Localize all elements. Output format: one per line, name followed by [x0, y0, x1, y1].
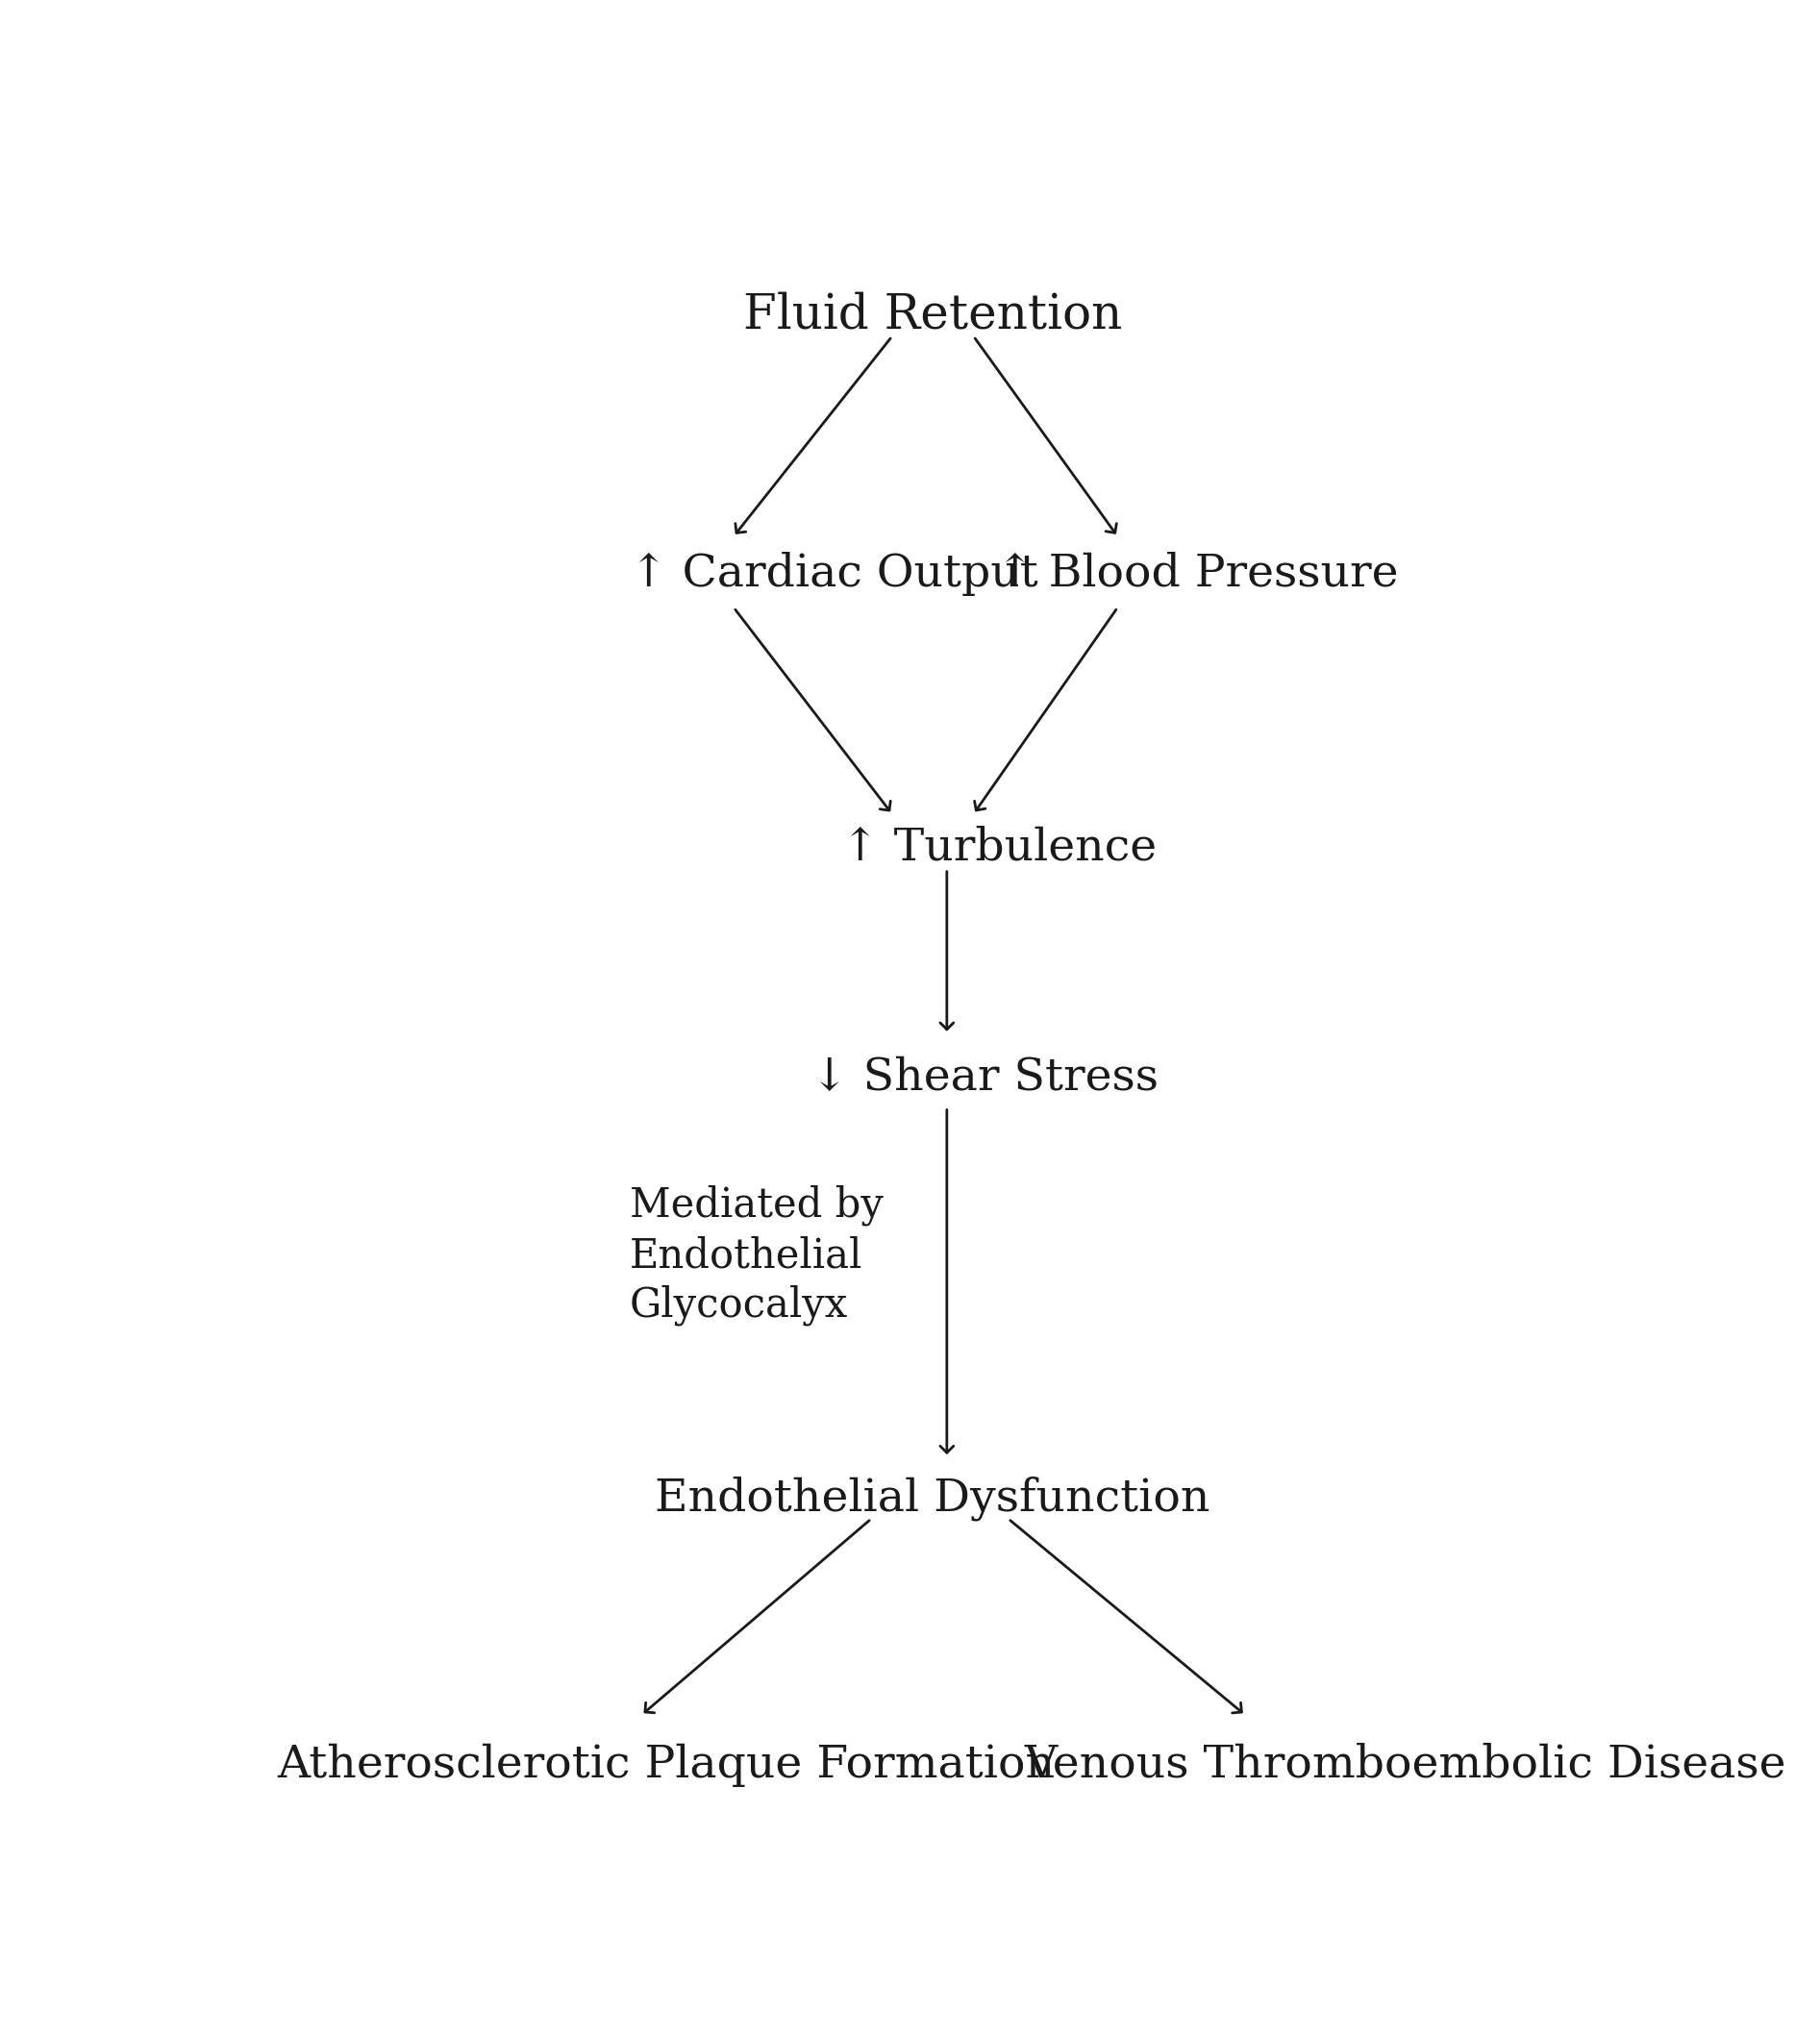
- Text: Mediated by
Endothelial
Glycocalyx: Mediated by Endothelial Glycocalyx: [630, 1185, 883, 1325]
- Text: ↑ Turbulence: ↑ Turbulence: [841, 827, 1156, 869]
- Text: ↑ Cardiac Output: ↑ Cardiac Output: [630, 552, 1037, 597]
- Text: ↑ Blood Pressure: ↑ Blood Pressure: [996, 552, 1398, 595]
- Text: Atherosclerotic Plaque Formation: Atherosclerotic Plaque Formation: [277, 1743, 1056, 1788]
- Text: ↓ Shear Stress: ↓ Shear Stress: [810, 1057, 1158, 1099]
- Text: Fluid Retention: Fluid Retention: [743, 291, 1123, 338]
- Text: Endothelial Dysfunction: Endothelial Dysfunction: [655, 1476, 1210, 1521]
- Text: Venous Thromboembolic Disease: Venous Thromboembolic Disease: [1025, 1743, 1787, 1788]
